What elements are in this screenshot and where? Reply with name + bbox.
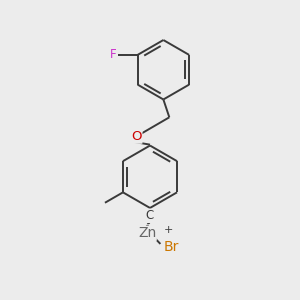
Text: C: C [146, 209, 154, 222]
Text: F: F [110, 48, 117, 62]
Text: +: + [164, 225, 173, 235]
Text: Zn: Zn [138, 226, 156, 240]
Text: O: O [131, 130, 142, 143]
Text: Br: Br [164, 241, 179, 254]
